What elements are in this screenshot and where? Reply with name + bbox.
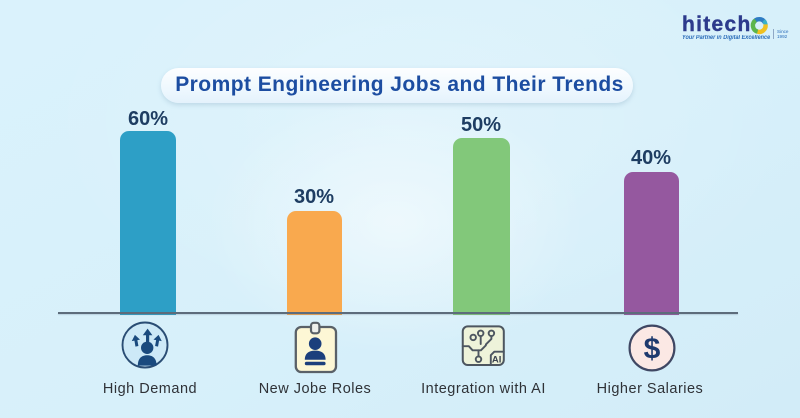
svg-text:AI: AI <box>492 355 502 366</box>
svg-text:$: $ <box>644 333 661 366</box>
